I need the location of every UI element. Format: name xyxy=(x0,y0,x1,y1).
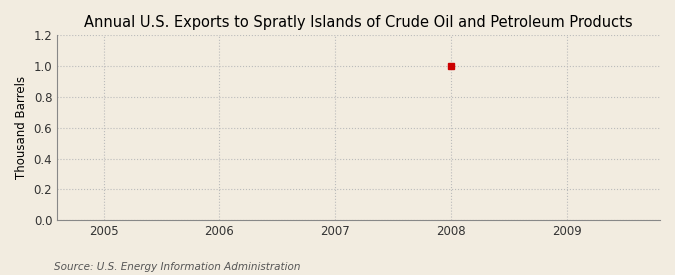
Y-axis label: Thousand Barrels: Thousand Barrels xyxy=(15,76,28,179)
Title: Annual U.S. Exports to Spratly Islands of Crude Oil and Petroleum Products: Annual U.S. Exports to Spratly Islands o… xyxy=(84,15,633,30)
Text: Source: U.S. Energy Information Administration: Source: U.S. Energy Information Administ… xyxy=(54,262,300,272)
